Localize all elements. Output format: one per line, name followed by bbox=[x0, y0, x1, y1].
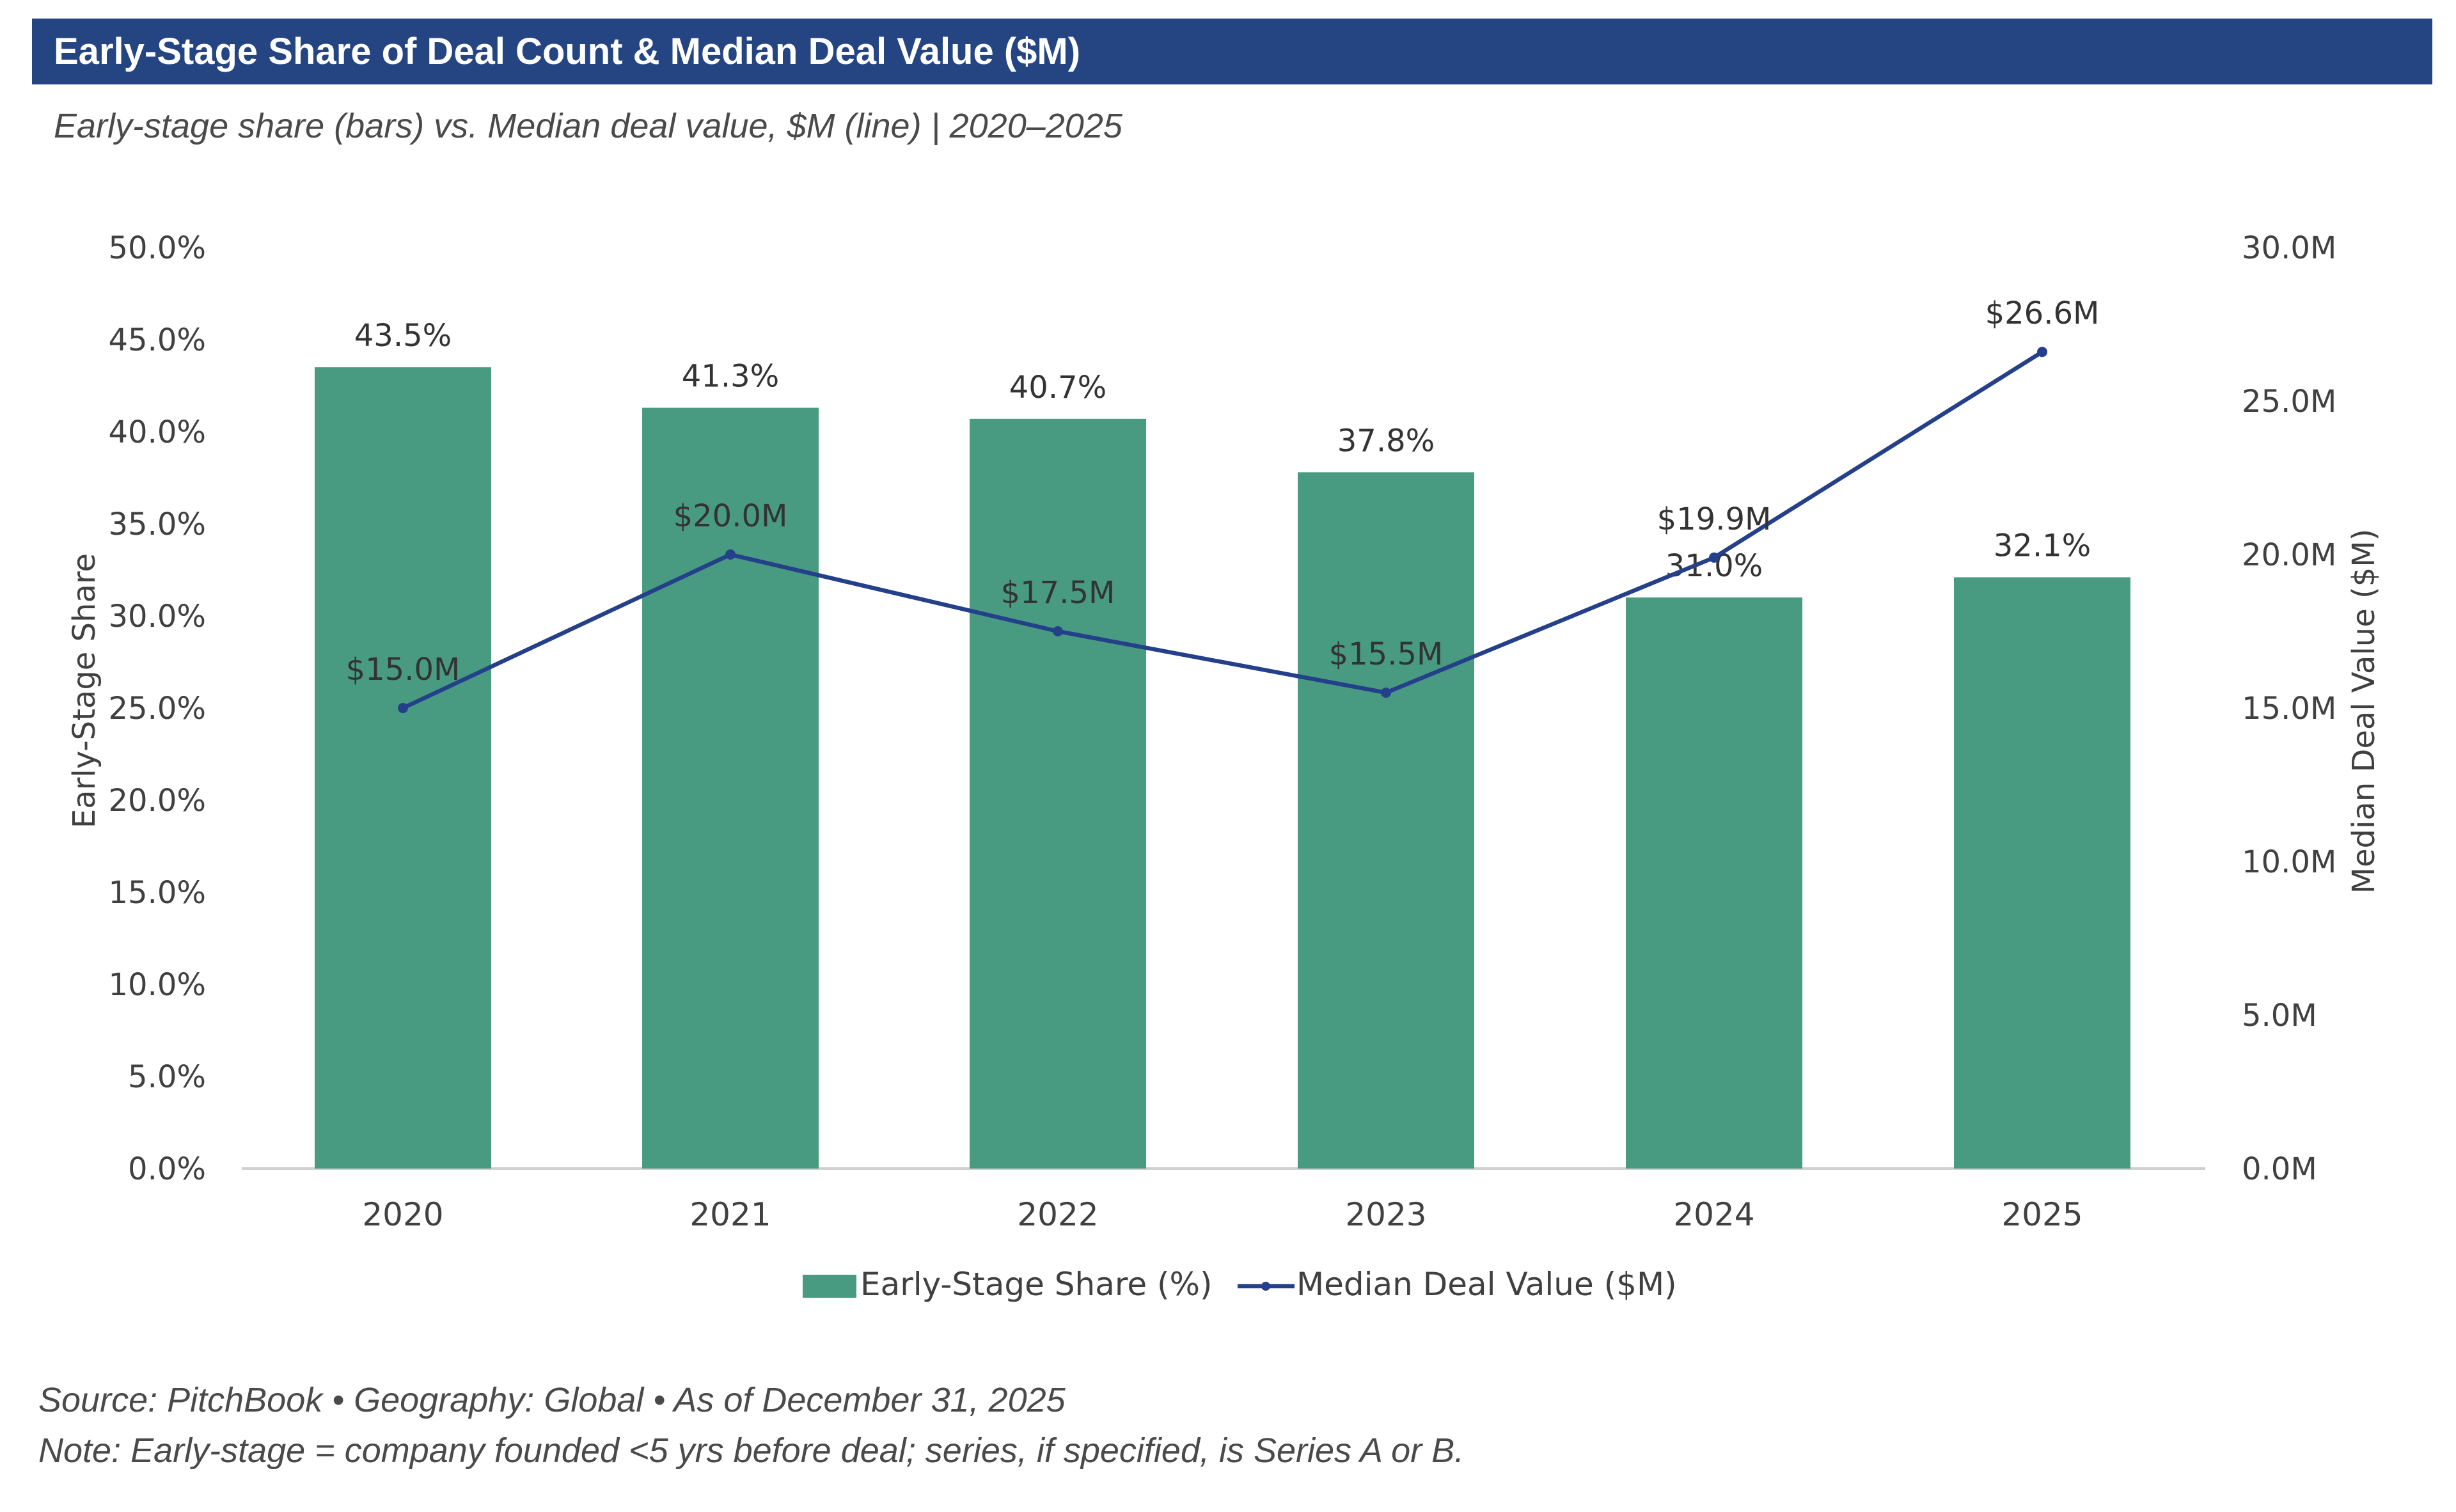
bar-2025 bbox=[1954, 577, 2130, 1169]
left-axis-tick-label: 10.0% bbox=[109, 967, 206, 1003]
right-axis-tick-label: 10.0M bbox=[2242, 844, 2336, 880]
line-data-label: $15.5M bbox=[1329, 636, 1444, 672]
legend-line-marker bbox=[1261, 1282, 1270, 1291]
line-data-label: $19.9M bbox=[1657, 501, 1772, 537]
left-axis-tick-label: 35.0% bbox=[109, 507, 206, 542]
x-axis-tick-label: 2023 bbox=[1345, 1196, 1426, 1233]
right-axis-tick-label: 20.0M bbox=[2242, 537, 2336, 573]
line-point-2023 bbox=[1381, 688, 1391, 698]
left-axis-ticks: 0.0% 5.0% 10.0% 15.0% 20.0% 25.0% 30.0% 35.0% 40… bbox=[109, 230, 206, 1187]
bar-2021 bbox=[642, 407, 819, 1169]
right-axis-tick-label: 25.0M bbox=[2242, 384, 2336, 420]
line-data-label: $26.6M bbox=[1985, 295, 2100, 331]
median-value-line bbox=[402, 350, 2043, 710]
legend-line-label: Median Deal Value ($M) bbox=[1296, 1266, 1677, 1303]
left-axis-tick-label: 20.0% bbox=[109, 783, 206, 819]
bar-2024 bbox=[1626, 597, 1802, 1169]
bar-data-label: 43.5% bbox=[354, 318, 452, 354]
left-axis-tick-label: 0.0% bbox=[128, 1151, 206, 1187]
bar-data-label: 40.7% bbox=[1009, 370, 1106, 406]
bar-2022 bbox=[970, 418, 1146, 1169]
x-axis-ticks: 2020 2021 2022 2023 2024 2025 bbox=[362, 1196, 2082, 1233]
line-point-2020 bbox=[398, 703, 408, 713]
x-axis-tick-label: 2022 bbox=[1017, 1196, 1098, 1233]
right-axis-title: Median Deal Value ($M) bbox=[2346, 529, 2382, 894]
legend-bar-label: Early-Stage Share (%) bbox=[860, 1266, 1213, 1303]
bar-data-labels: 43.5%41.3% 40.7%37.8%31.0%32.1% bbox=[354, 318, 2091, 584]
line-data-label: $15.0M bbox=[346, 652, 460, 688]
line-point-2024 bbox=[1709, 552, 1719, 563]
title-bar: Early-Stage Share of Deal Count & Median… bbox=[32, 19, 2432, 84]
line-point-2022 bbox=[1053, 626, 1063, 636]
line-data-label: $20.0M bbox=[673, 498, 788, 534]
line-data-labels: $15.0M $20.0M $17.5M $15.5M $19.9M $26.6M bbox=[346, 295, 2100, 688]
left-axis-tick-label: 25.0% bbox=[109, 691, 206, 727]
line-point-2021 bbox=[725, 549, 736, 560]
right-axis-tick-label: 15.0M bbox=[2242, 691, 2336, 727]
bar-data-label: 41.3% bbox=[682, 359, 779, 395]
right-axis-tick-label: 30.0M bbox=[2242, 230, 2336, 266]
legend-bar-swatch bbox=[803, 1275, 856, 1298]
x-axis-tick-label: 2025 bbox=[2001, 1196, 2082, 1233]
line-point-2025 bbox=[2037, 347, 2047, 358]
x-axis-tick-label: 2021 bbox=[689, 1196, 771, 1233]
chart-subtitle: Early-stage share (bars) vs. Median deal… bbox=[54, 107, 1122, 145]
bar-2020 bbox=[315, 367, 491, 1169]
left-axis-tick-label: 50.0% bbox=[109, 230, 206, 266]
right-axis-ticks: 0.0M 5.0M 10.0M 15.0M 20.0M 25.0M 30.0M bbox=[2242, 230, 2336, 1187]
left-axis-tick-label: 40.0% bbox=[109, 414, 206, 450]
legend: Early-Stage Share (%) Median Deal Value … bbox=[803, 1266, 1677, 1303]
left-axis-tick-label: 15.0% bbox=[109, 875, 206, 911]
left-axis-tick-label: 30.0% bbox=[109, 599, 206, 634]
line-markers bbox=[398, 347, 2047, 713]
bar-data-label: 37.8% bbox=[1337, 423, 1435, 459]
chart-title: Early-Stage Share of Deal Count & Median… bbox=[54, 31, 1081, 72]
left-axis-title: Early-Stage Share bbox=[67, 553, 102, 828]
right-axis-tick-label: 5.0M bbox=[2242, 998, 2317, 1034]
definition-note: Note: Early-stage = company founded <5 y… bbox=[38, 1431, 1465, 1470]
left-axis-tick-label: 45.0% bbox=[109, 322, 206, 358]
right-axis-tick-label: 0.0M bbox=[2242, 1151, 2317, 1187]
bar-2023 bbox=[1298, 472, 1474, 1169]
source-note: Source: PitchBook • Geography: Global • … bbox=[38, 1381, 1066, 1419]
bar-series bbox=[315, 367, 2130, 1169]
bar-data-label: 32.1% bbox=[1994, 528, 2091, 564]
x-axis-tick-label: 2020 bbox=[362, 1196, 443, 1233]
line-data-label: $17.5M bbox=[1001, 575, 1115, 611]
x-axis-tick-label: 2024 bbox=[1673, 1196, 1754, 1233]
left-axis-tick-label: 5.0% bbox=[128, 1059, 206, 1095]
